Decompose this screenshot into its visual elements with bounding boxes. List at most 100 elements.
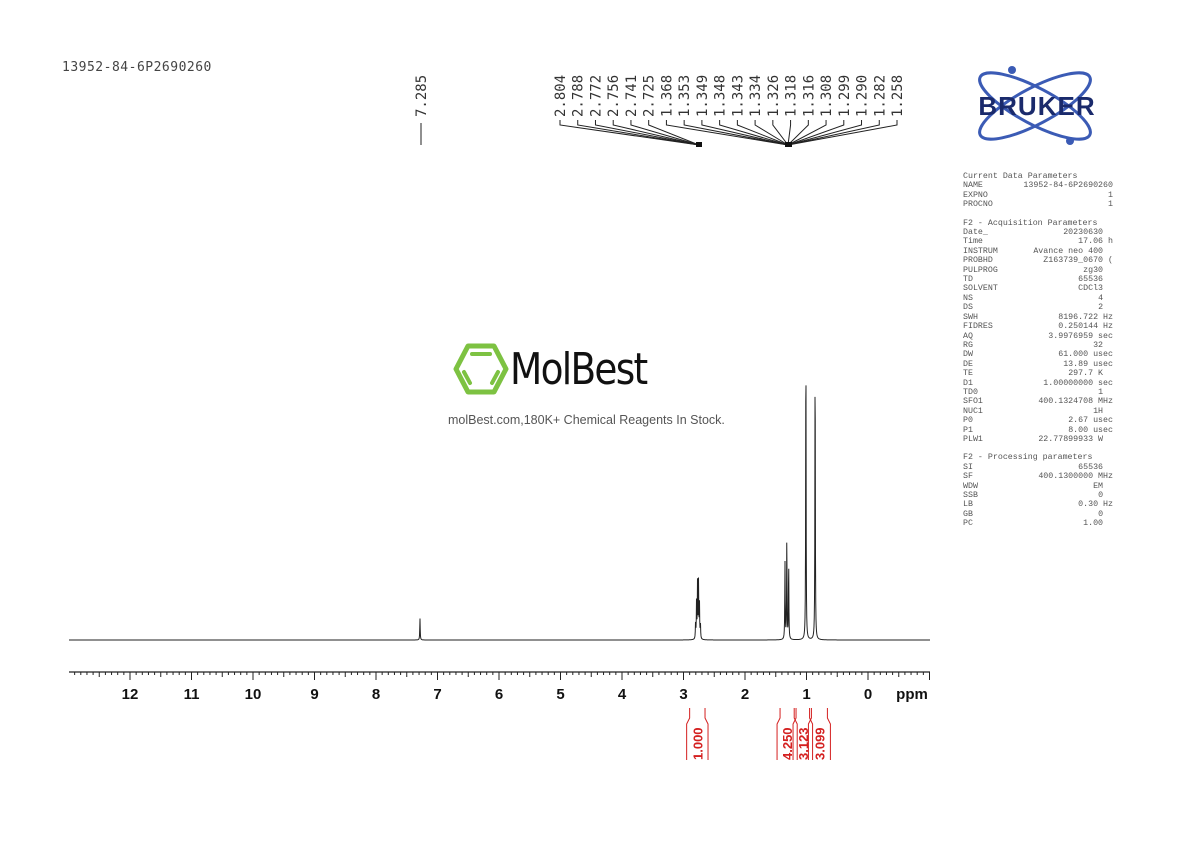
param-value: 32 <box>1093 340 1113 350</box>
x-tick-label: 9 <box>310 686 318 703</box>
peak-leader-line <box>612 120 700 146</box>
peak-label: 1.326 <box>766 75 782 117</box>
param-row: WDW EM <box>963 482 1113 491</box>
param-row: SOLVENT CDCl3 <box>963 284 1113 293</box>
peak-leader-line <box>772 120 789 146</box>
peak-leader-line <box>787 120 845 146</box>
param-key: SFO1 <box>963 397 983 407</box>
param-key: LB <box>963 500 973 510</box>
x-tick-label: 7 <box>433 686 441 703</box>
peak-label: 1.308 <box>819 75 835 117</box>
peak-leader-junction <box>696 142 702 147</box>
param-key: SSB <box>963 491 978 500</box>
peak-label: 1.353 <box>677 75 693 117</box>
param-value: 8196.722 Hz <box>1058 312 1113 322</box>
param-row: SFO1 400.1324708 MHz <box>963 397 1113 406</box>
param-key: SF <box>963 472 973 482</box>
param-value: 2 <box>1098 303 1113 313</box>
peak-leader-junction <box>785 142 792 147</box>
param-value: 0.250144 Hz <box>1058 322 1113 332</box>
param-row: NUC1 1H <box>963 407 1113 416</box>
param-key: NUC1 <box>963 406 983 416</box>
param-value: 20230630 <box>1063 228 1113 238</box>
param-key: WDW <box>963 481 978 491</box>
peak-label: 2.772 <box>588 75 604 117</box>
integral-bracket <box>776 708 798 760</box>
param-value: Avance neo 400 <box>1033 246 1113 256</box>
param-value: 13952-84-6P2690260 <box>1023 181 1113 191</box>
param-row: PC 1.00 <box>963 519 1113 528</box>
param-value: 13.89 usec <box>1063 359 1113 369</box>
param-value: EM <box>1093 481 1113 491</box>
param-row: LB 0.30 Hz <box>963 500 1113 509</box>
param-key: INSTRUM <box>963 246 998 256</box>
peak-leader-line <box>630 120 700 146</box>
param-row: NS 4 <box>963 294 1113 303</box>
param-value: Z163739_0670 ( <box>1043 256 1113 266</box>
param-key: TD0 <box>963 387 978 397</box>
param-value: 1 <box>1108 190 1113 200</box>
param-row: SSB 0 <box>963 491 1113 500</box>
param-row: PROBHD Z163739_0670 ( <box>963 256 1113 265</box>
x-tick-label: 12 <box>122 686 139 703</box>
param-key: PC <box>963 519 973 529</box>
param-row: DS 2 <box>963 303 1113 312</box>
param-value: 4 <box>1098 293 1113 303</box>
peak-label: 1.348 <box>713 75 729 117</box>
peak-leader-line <box>594 120 700 146</box>
param-row: P1 8.00 usec <box>963 426 1113 435</box>
peak-label: 1.349 <box>695 75 711 117</box>
peak-label: 1.334 <box>748 75 764 117</box>
peak-label: 1.282 <box>872 75 888 117</box>
molbest-brand: MolBest <box>510 344 648 395</box>
param-value: 1 <box>1098 387 1113 397</box>
param-row: DE 13.89 usec <box>963 360 1113 369</box>
parameters-panel: Current Data Parameters NAME 13952-84-6P26… <box>963 172 1113 529</box>
svg-text:BRUKER: BRUKER <box>978 91 1095 121</box>
peak-label: 1.290 <box>855 75 871 117</box>
peak-leader-line <box>787 120 827 146</box>
param-key: Time <box>963 237 983 247</box>
param-row: TD 65536 <box>963 275 1113 284</box>
param-row: PROCNO 1 <box>963 200 1113 209</box>
x-tick-label: 4 <box>618 686 627 703</box>
param-value: 22.77899933 W <box>1038 434 1113 444</box>
param-key: NAME <box>963 181 983 191</box>
peak-label: 1.368 <box>659 75 675 117</box>
peak-label: 1.258 <box>890 75 906 117</box>
peak-leader-line <box>559 120 700 146</box>
peak-leader-line <box>754 120 789 146</box>
param-key: GB <box>963 509 973 519</box>
peak-leader-line <box>787 120 898 146</box>
param-row: TD0 1 <box>963 388 1113 397</box>
param-value: 400.1300000 MHz <box>1038 472 1113 482</box>
x-tick-label: 0 <box>864 686 872 703</box>
param-key: DE <box>963 359 973 369</box>
param-value: 297.7 K <box>1068 369 1113 379</box>
param-key: P1 <box>963 425 973 435</box>
x-tick-label: 8 <box>372 686 380 703</box>
param-row: D1 1.00000000 sec <box>963 379 1113 388</box>
x-tick-label: 6 <box>495 686 503 703</box>
peak-leader-line <box>701 120 789 146</box>
param-row: SWH 8196.722 Hz <box>963 313 1113 322</box>
peak-leader-line <box>787 120 863 146</box>
param-key: PROBHD <box>963 256 993 266</box>
peak-label: 1.316 <box>801 75 817 117</box>
param-key: Date_ <box>963 228 988 238</box>
integral-bracket <box>807 708 831 760</box>
param-row: PULPROG zg30 <box>963 266 1113 275</box>
peak-leader-line <box>787 120 792 146</box>
peak-label: 2.756 <box>606 75 622 117</box>
param-value: 1.00 <box>1083 519 1113 529</box>
peak-label: 2.788 <box>571 75 587 117</box>
param-key: DW <box>963 350 973 360</box>
param-section-title: F2 - Processing parameters <box>963 453 1093 463</box>
param-value: 3.9976959 sec <box>1048 331 1113 341</box>
param-key: NS <box>963 293 973 303</box>
param-value: 17.06 h <box>1078 237 1113 247</box>
param-row: GB 0 <box>963 510 1113 519</box>
param-row: EXPNO 1 <box>963 191 1113 200</box>
param-key: SI <box>963 462 973 472</box>
